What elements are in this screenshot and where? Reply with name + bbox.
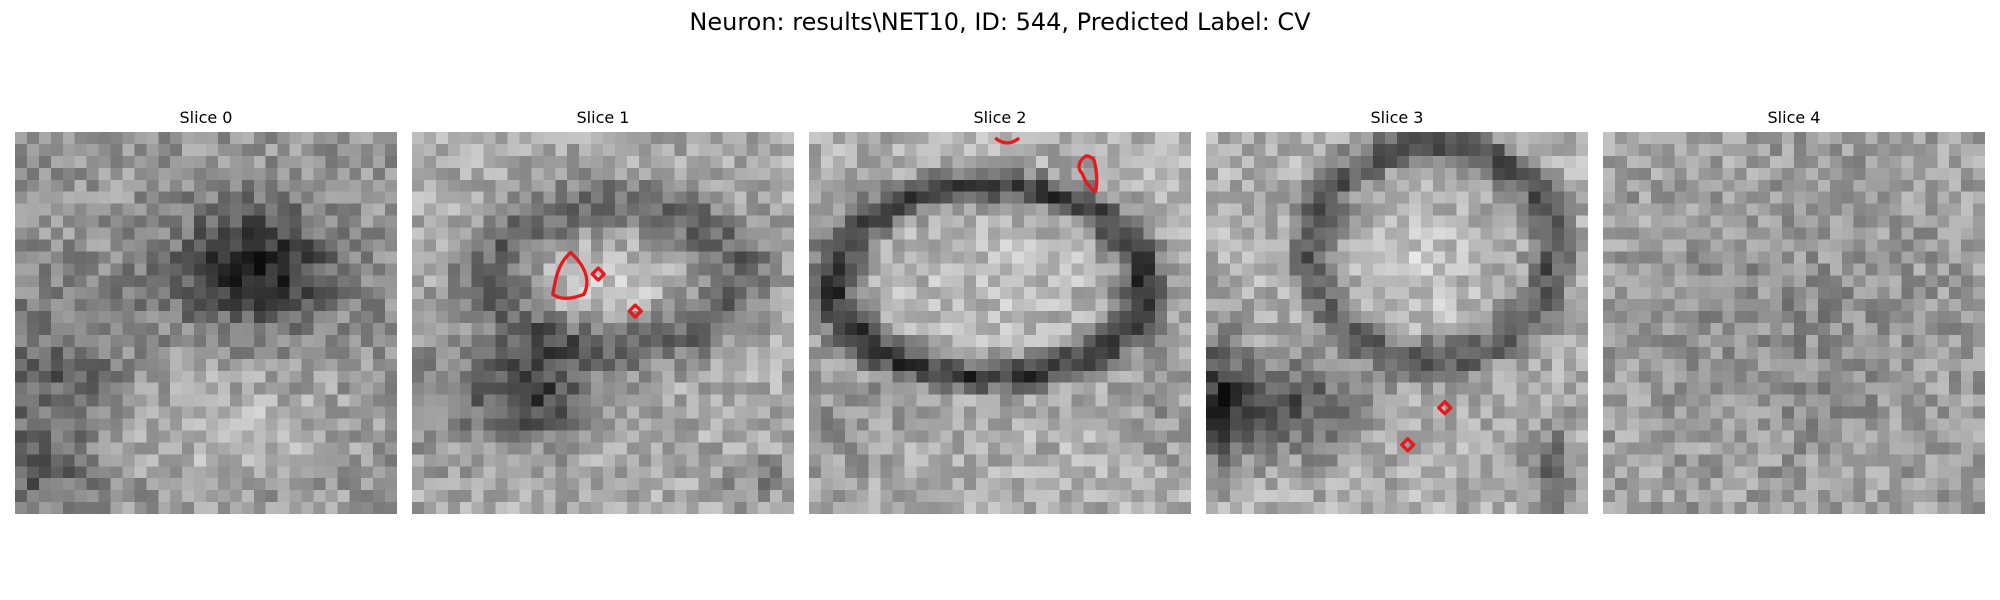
- slice-title-1: Slice 1: [576, 108, 630, 127]
- figure-title: Neuron: results\NET10, ID: 544, Predicte…: [689, 8, 1311, 36]
- contour-3-1: [1400, 437, 1416, 453]
- slice-image-4: [1603, 132, 1985, 514]
- slice-title-0: Slice 0: [179, 108, 233, 127]
- slice-title-2: Slice 2: [973, 108, 1027, 127]
- slice-image-3: [1206, 132, 1588, 514]
- contour-2-0: [994, 136, 1021, 145]
- slice-panel-0: Slice 0: [15, 108, 397, 514]
- slice-panel-4: Slice 4: [1603, 108, 1985, 514]
- slice-title-4: Slice 4: [1767, 108, 1821, 127]
- contour-1-1: [590, 266, 606, 282]
- slice-image-0: [15, 132, 397, 514]
- contour-1-0: [551, 250, 589, 301]
- contour-3-0: [1437, 400, 1453, 416]
- slice-title-3: Slice 3: [1370, 108, 1424, 127]
- slice-image-1: [412, 132, 794, 514]
- slice-panel-1: Slice 1: [412, 108, 794, 514]
- slice-image-2: [809, 132, 1191, 514]
- slice-panel-3: Slice 3: [1206, 108, 1588, 514]
- contour-2-1: [1077, 154, 1099, 194]
- slice-panel-2: Slice 2: [809, 108, 1191, 514]
- contour-1-2: [627, 303, 643, 319]
